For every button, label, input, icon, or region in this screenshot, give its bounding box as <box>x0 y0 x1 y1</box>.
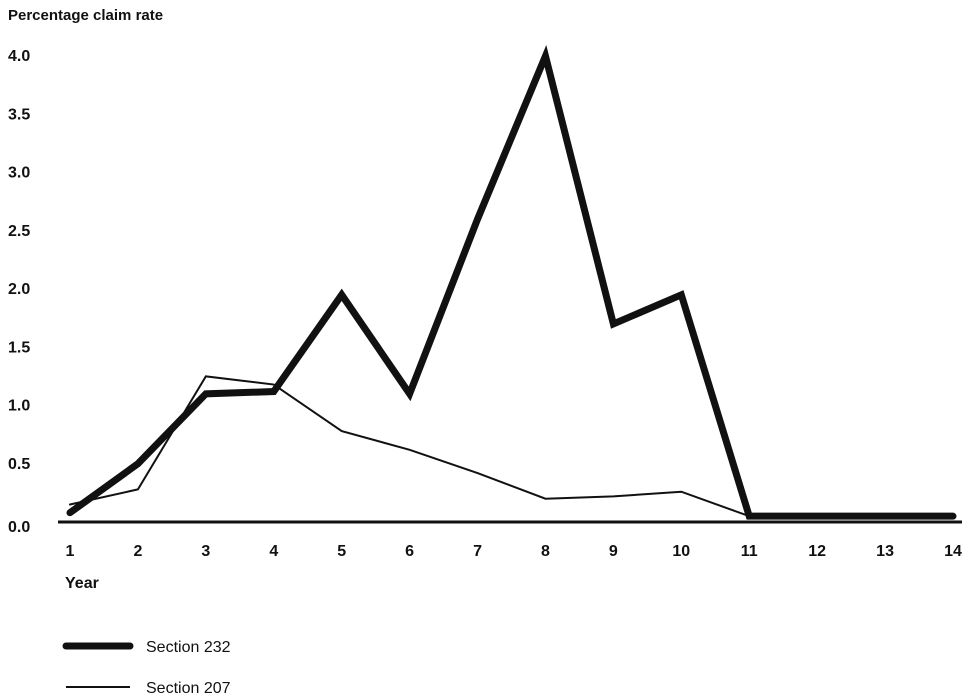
y-tick-label: 1.0 <box>8 398 30 415</box>
legend-label: Section 232 <box>146 639 231 656</box>
x-tick-label: 12 <box>808 543 826 560</box>
series-line-2 <box>69 375 954 518</box>
series-line-1 <box>66 44 957 520</box>
x-tick-label: 9 <box>609 543 618 560</box>
x-tick-labels: 1 2 3 4 5 6 7 8 9 10 11 12 13 14 <box>66 543 962 560</box>
series-lines <box>66 44 957 520</box>
y-tick-label: 2.0 <box>8 281 30 298</box>
x-tick-label: 2 <box>133 543 142 560</box>
x-axis-title: Year <box>65 575 99 592</box>
x-tick-label: 13 <box>876 543 894 560</box>
y-tick-label: 0.5 <box>8 456 30 473</box>
y-axis-title: Percentage claim rate <box>8 7 163 24</box>
x-tick-label: 8 <box>541 543 550 560</box>
y-tick-label: 0.0 <box>8 519 30 536</box>
y-tick-label: 1.5 <box>8 339 30 356</box>
x-tick-label: 11 <box>741 543 758 560</box>
x-tick-label: 5 <box>337 543 346 560</box>
y-tick-label: 2.5 <box>8 223 30 240</box>
x-tick-label: 6 <box>405 543 414 560</box>
x-tick-label: 7 <box>473 543 482 560</box>
x-tick-label: 10 <box>672 543 690 560</box>
x-tick-label: 4 <box>269 543 278 560</box>
legend-label: Section 207 <box>146 680 231 697</box>
x-tick-label: 1 <box>66 543 75 560</box>
y-tick-label: 3.0 <box>8 165 30 182</box>
y-tick-label: 4.0 <box>8 48 30 65</box>
x-tick-label: 3 <box>201 543 210 560</box>
y-tick-labels: 0.0 0.5 1.0 1.5 2.0 2.5 3.0 3.5 4.0 <box>8 48 30 536</box>
x-tick-label: 14 <box>944 543 962 560</box>
legend: Section 232 Section 207 <box>62 639 231 697</box>
y-tick-label: 3.5 <box>8 106 30 123</box>
